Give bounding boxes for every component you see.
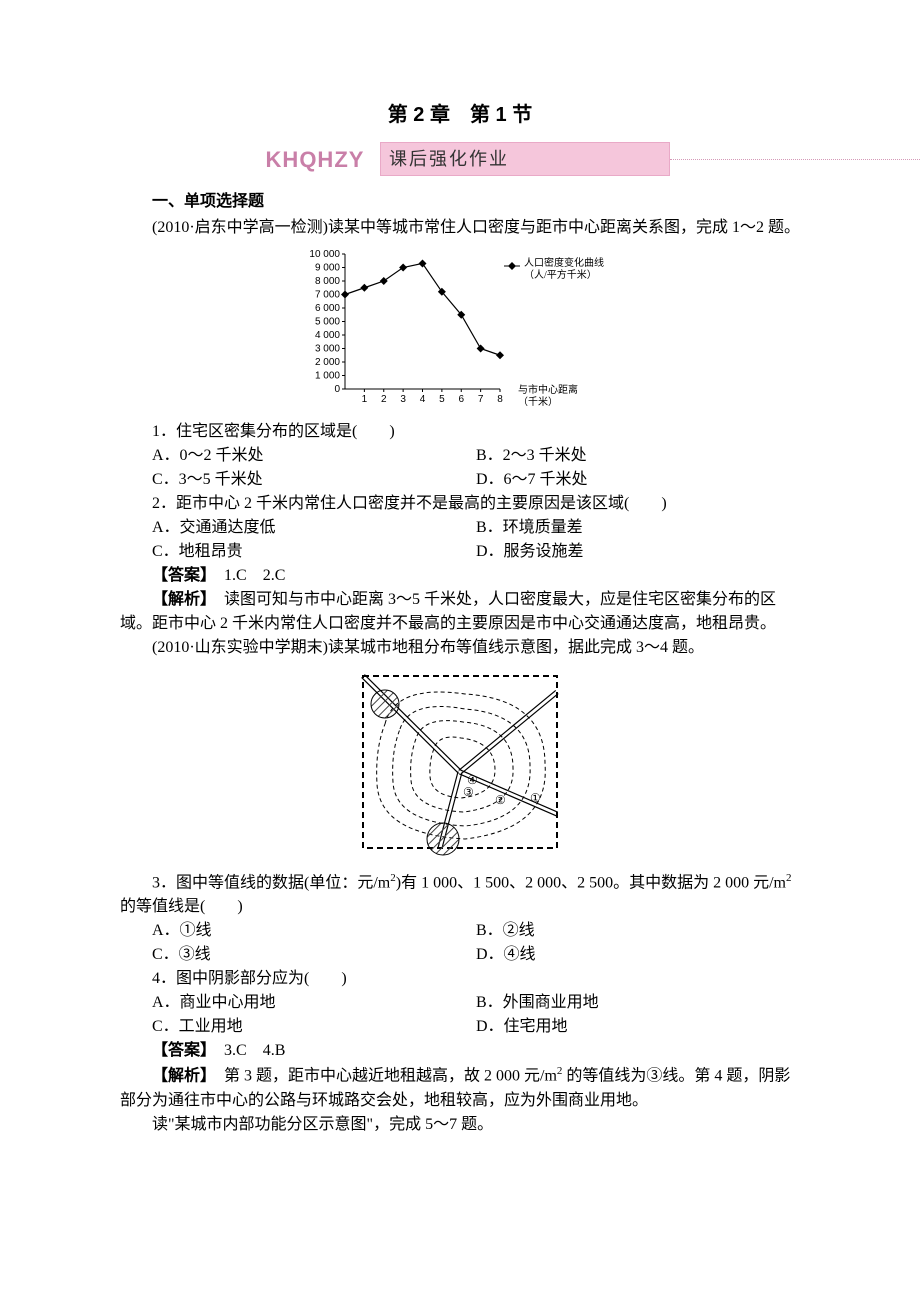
ans-1-2: 【答案】 1.C 2.C (120, 564, 800, 588)
q4-opt-a: A．商业中心用地 (152, 991, 476, 1015)
exp-1-2-text: 读图可知与市中心距离 3～5 千米处，人口密度最大，应是住宅区密集分布的区域。距… (120, 591, 776, 632)
q2-opt-a: A．交通通达度低 (152, 516, 476, 540)
svg-text:②: ② (495, 793, 506, 807)
svg-text:8 000: 8 000 (315, 276, 340, 287)
q1-stem: 1．住宅区密集分布的区域是( ) (120, 420, 800, 444)
svg-text:与市中心距离: 与市中心距离 (518, 383, 578, 396)
q3-opt-a: A．①线 (152, 919, 476, 943)
q4-opt-c: C．工业用地 (152, 1015, 476, 1039)
ans-3-4: 【答案】 3.C 4.B (120, 1039, 800, 1063)
ans-label: 【答案】 (152, 567, 208, 584)
ans-3-4-text: 3.C 4.B (208, 1042, 285, 1059)
q4-stem: 4．图中阴影部分应为( ) (120, 967, 800, 991)
q1-2-intro: (2010·启东中学高一检测)读某中等城市常住人口密度与距市中心距离关系图，完成… (120, 216, 800, 240)
svg-text:3 000: 3 000 (315, 344, 340, 355)
exp-1-2: 【解析】 读图可知与市中心距离 3～5 千米处，人口密度最大，应是住宅区密集分布… (120, 588, 800, 636)
banner-dotted-line (670, 159, 920, 160)
svg-text:3: 3 (400, 394, 406, 405)
ans-1-2-text: 1.C 2.C (208, 567, 285, 584)
q3-stem-post: )有 1 000、1 500、2 000、2 500。其中数据为 2 000 元… (396, 874, 786, 891)
q2-opt-d: D．服务设施差 (476, 540, 800, 564)
q1-options-2: C．3～5 千米处 D．6～7 千米处 (120, 468, 800, 492)
svg-text:10 000: 10 000 (309, 249, 340, 260)
svg-text:①: ① (530, 791, 541, 805)
exp-label-2: 【解析】 (152, 1068, 208, 1085)
svg-text:4: 4 (420, 394, 426, 405)
q2-opt-b: B．环境质量差 (476, 516, 800, 540)
q3-stem-pre: 3．图中等值线的数据(单位：元/m (152, 874, 390, 891)
q3-stem-tail: 的等值线是( ) (120, 898, 243, 915)
homework-banner: KHQHZY 课后强化作业 (250, 142, 670, 176)
q4-opt-b: B．外围商业用地 (476, 991, 800, 1015)
svg-text:7: 7 (478, 394, 484, 405)
q3-options-2: C．③线 D．④线 (120, 943, 800, 967)
q3-sup2: 2 (786, 872, 792, 884)
q1-opt-d: D．6～7 千米处 (476, 468, 800, 492)
svg-text:④: ④ (467, 773, 478, 787)
q2-options-2: C．地租昂贵 D．服务设施差 (120, 540, 800, 564)
q3-opt-b: B．②线 (476, 919, 800, 943)
svg-text:7 000: 7 000 (315, 290, 340, 301)
exp-label: 【解析】 (152, 591, 208, 608)
chapter-title: 第 2 章 第 1 节 (120, 100, 800, 130)
svg-text:2: 2 (381, 394, 387, 405)
svg-text:0: 0 (334, 384, 340, 395)
svg-text:1 000: 1 000 (315, 371, 340, 382)
q2-opt-c: C．地租昂贵 (152, 540, 476, 564)
q1-opt-c: C．3～5 千米处 (152, 468, 476, 492)
q5-7-intro: 读"某城市内部功能分区示意图"，完成 5～7 题。 (120, 1113, 800, 1137)
section-heading: 一、单项选择题 (120, 190, 800, 214)
exp-3-4-pre: 第 3 题，距市中心越近地租越高，故 2 000 元/m (208, 1068, 557, 1085)
q3-options: A．①线 B．②线 (120, 919, 800, 943)
q4-options: A．商业中心用地 B．外围商业用地 (120, 991, 800, 1015)
chart-population-density: 0 1 000 2 000 3 000 4 000 5 000 6 000 7 000 8 00… (275, 244, 645, 414)
banner-abbr: KHQHZY (250, 142, 380, 176)
chart-land-rent-contour: ① ② ③④ (345, 664, 575, 864)
q3-4-intro: (2010·山东实验中学期末)读某城市地租分布等值线示意图，据此完成 3～4 题… (120, 636, 800, 660)
svg-text:4 000: 4 000 (315, 330, 340, 341)
svg-text:6 000: 6 000 (315, 303, 340, 314)
q3-opt-c: C．③线 (152, 943, 476, 967)
q1-options: A．0～2 千米处 B．2～3 千米处 (120, 444, 800, 468)
svg-text:8: 8 (497, 394, 503, 405)
ans-label-2: 【答案】 (152, 1042, 208, 1059)
q2-options: A．交通通达度低 B．环境质量差 (120, 516, 800, 540)
svg-text:9 000: 9 000 (315, 263, 340, 274)
q4-opt-d: D．住宅用地 (476, 1015, 800, 1039)
q4-options-2: C．工业用地 D．住宅用地 (120, 1015, 800, 1039)
svg-text:（千米）: （千米） (518, 395, 558, 408)
q3-stem: 3．图中等值线的数据(单位：元/m 2)有 1 000、1 500、2 000、2… (120, 870, 800, 919)
banner-abbr-text: KHQHZY (266, 143, 365, 176)
svg-text:6: 6 (458, 394, 464, 405)
banner-label: 课后强化作业 (380, 142, 670, 176)
svg-text:（人/平方千米）: （人/平方千米） (524, 268, 597, 281)
svg-text:③: ③ (463, 785, 474, 799)
q1-opt-a: A．0～2 千米处 (152, 444, 476, 468)
svg-text:1: 1 (362, 394, 368, 405)
svg-text:5: 5 (439, 394, 445, 405)
svg-text:2 000: 2 000 (315, 357, 340, 368)
svg-text:5 000: 5 000 (315, 317, 340, 328)
exp-3-4: 【解析】 第 3 题，距市中心越近地租越高，故 2 000 元/m2 的等值线为… (120, 1063, 800, 1112)
svg-text:人口密度变化曲线: 人口密度变化曲线 (524, 256, 604, 269)
q2-stem: 2．距市中心 2 千米内常住人口密度并不是最高的主要原因是该区域( ) (120, 492, 800, 516)
q1-opt-b: B．2～3 千米处 (476, 444, 800, 468)
q3-opt-d: D．④线 (476, 943, 800, 967)
